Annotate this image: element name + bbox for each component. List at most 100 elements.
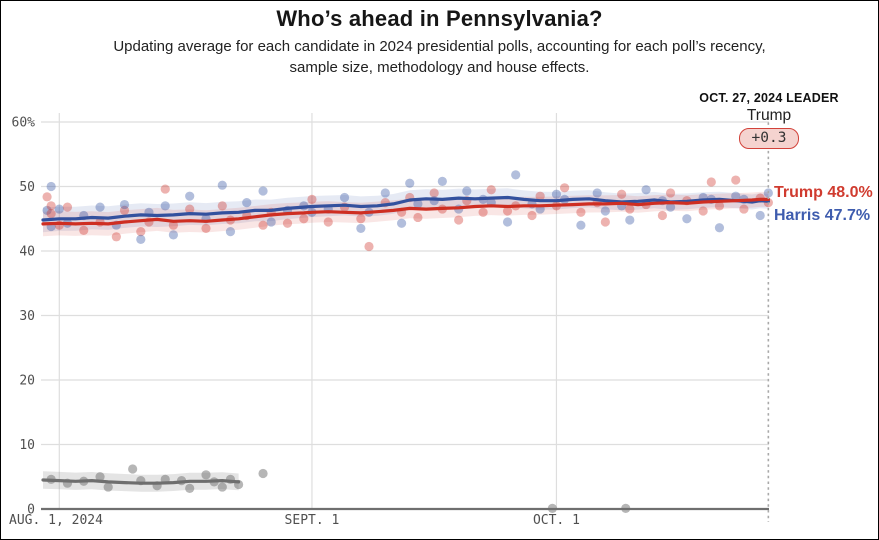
harris-poll-dot[interactable] <box>225 227 236 237</box>
leader-name: Trump <box>746 107 792 124</box>
trump-poll-dot[interactable] <box>62 202 73 212</box>
trump-poll-dot[interactable] <box>739 204 749 214</box>
third-party-poll-dot[interactable] <box>185 483 195 493</box>
harris-poll-dot[interactable] <box>136 234 146 244</box>
poll-dots[interactable] <box>42 170 773 513</box>
harris-poll-dot[interactable] <box>592 188 602 198</box>
trump-poll-dot[interactable] <box>299 214 309 224</box>
y-tick-label: 60% <box>12 116 36 131</box>
harris-poll-dot[interactable] <box>95 202 105 212</box>
trump-poll-dot[interactable] <box>600 217 610 227</box>
trump-poll-dot[interactable] <box>429 188 439 198</box>
harris-poll-dot[interactable] <box>54 204 64 214</box>
harris-poll-dot[interactable] <box>339 192 350 203</box>
trump-poll-dot[interactable] <box>160 184 170 194</box>
harris-end-label: Harris 47.7% <box>774 207 871 224</box>
harris-poll-dot[interactable] <box>168 230 178 240</box>
harris-poll-dot[interactable] <box>242 198 252 208</box>
trump-poll-dot[interactable] <box>258 220 268 230</box>
third-party-poll-dot[interactable] <box>258 468 268 479</box>
trump-average-line <box>41 197 771 226</box>
trump-poll-dot[interactable] <box>111 232 121 242</box>
y-tick-label: 10 <box>19 438 35 453</box>
trump-poll-dot[interactable] <box>706 177 716 187</box>
trump-poll-dot[interactable] <box>617 189 627 199</box>
trump-poll-dot[interactable] <box>307 194 317 204</box>
third-party-poll-dot[interactable] <box>95 472 105 482</box>
trump-poll-dot[interactable] <box>698 206 708 216</box>
harris-poll-dot[interactable] <box>502 217 513 227</box>
harris-poll-dot[interactable] <box>185 191 195 201</box>
trump-poll-dot[interactable] <box>119 205 130 215</box>
trump-poll-dot[interactable] <box>502 206 513 216</box>
third-party-poll-dot[interactable] <box>217 482 227 492</box>
trump-poll-dot[interactable] <box>657 210 668 221</box>
trump-poll-dot[interactable] <box>527 210 537 221</box>
harris-poll-dot[interactable] <box>665 202 676 212</box>
trump-poll-dot[interactable] <box>560 183 570 193</box>
trump-poll-dot[interactable] <box>168 220 178 230</box>
harris-poll-dot[interactable] <box>42 205 52 215</box>
x-tick-label: OCT. 1 <box>533 513 580 528</box>
trump-poll-dot[interactable] <box>323 217 333 227</box>
y-tick-label: 30 <box>19 309 35 324</box>
harris-poll-dot[interactable] <box>119 199 130 210</box>
trump-poll-dot[interactable] <box>714 201 725 211</box>
harris-poll-dot[interactable] <box>413 199 423 209</box>
trump-poll-dot[interactable] <box>478 207 488 217</box>
trump-poll-dot[interactable] <box>79 225 89 235</box>
y-tick-label: 0 <box>27 503 35 518</box>
x-tick-label: SEPT. 1 <box>285 513 340 528</box>
harris-poll-dot[interactable] <box>46 181 56 192</box>
trump-poll-dot[interactable] <box>282 218 293 228</box>
trump-poll-dot[interactable] <box>665 188 676 198</box>
trump-poll-dot[interactable] <box>217 201 227 211</box>
trump-poll-dot[interactable] <box>576 207 586 217</box>
y-tick-label: 50 <box>19 180 35 195</box>
trump-poll-dot[interactable] <box>46 201 56 211</box>
trump-poll-dot[interactable] <box>731 175 741 185</box>
harris-poll-dot[interactable] <box>258 186 268 196</box>
harris-poll-dot[interactable] <box>641 185 651 195</box>
harris-poll-dot[interactable] <box>217 180 227 190</box>
harris-poll-dot[interactable] <box>576 220 586 230</box>
harris-poll-dot[interactable] <box>714 223 725 233</box>
trump-poll-dot[interactable] <box>201 223 211 234</box>
trump-poll-dot[interactable] <box>46 208 56 219</box>
leader-callout: OCT. 27, 2024 LEADER Trump +0.3 <box>669 91 869 149</box>
harris-poll-dot[interactable] <box>437 176 447 186</box>
harris-poll-dot[interactable] <box>266 217 276 227</box>
third-party-poll-dot[interactable] <box>201 470 211 480</box>
harris-poll-dot[interactable] <box>160 201 170 211</box>
third-party-poll-dot[interactable] <box>103 482 113 492</box>
harris-poll-dot[interactable] <box>731 191 741 201</box>
harris-poll-dot[interactable] <box>511 170 521 180</box>
trump-poll-dot[interactable] <box>625 204 635 214</box>
third-party-average-line <box>41 478 241 485</box>
harris-poll-dot[interactable] <box>405 178 415 188</box>
trump-poll-dot[interactable] <box>42 192 52 202</box>
harris-poll-dot[interactable] <box>397 218 407 228</box>
trump-poll-dot[interactable] <box>136 227 146 237</box>
harris-poll-dot[interactable] <box>356 223 366 234</box>
average-lines <box>41 195 771 485</box>
trump-poll-dot[interactable] <box>185 204 195 214</box>
harris-poll-dot[interactable] <box>600 206 610 216</box>
harris-poll-dot[interactable] <box>551 189 562 199</box>
harris-poll-dot[interactable] <box>462 186 472 196</box>
trump-poll-dot[interactable] <box>413 212 423 223</box>
harris-poll-dot[interactable] <box>625 215 635 225</box>
y-tick-label: 20 <box>19 374 35 389</box>
trump-poll-dot[interactable] <box>535 191 545 201</box>
harris-poll-dot[interactable] <box>380 188 390 198</box>
trump-poll-dot[interactable] <box>364 241 374 252</box>
harris-poll-dot[interactable] <box>682 214 692 224</box>
trump-poll-dot[interactable] <box>356 214 366 224</box>
third-party-poll-dot[interactable] <box>128 464 138 474</box>
confidence-bands <box>43 188 769 492</box>
trump-poll-dot[interactable] <box>454 215 464 225</box>
trump-poll-dot[interactable] <box>486 185 496 195</box>
harris-poll-dot[interactable] <box>755 210 765 221</box>
